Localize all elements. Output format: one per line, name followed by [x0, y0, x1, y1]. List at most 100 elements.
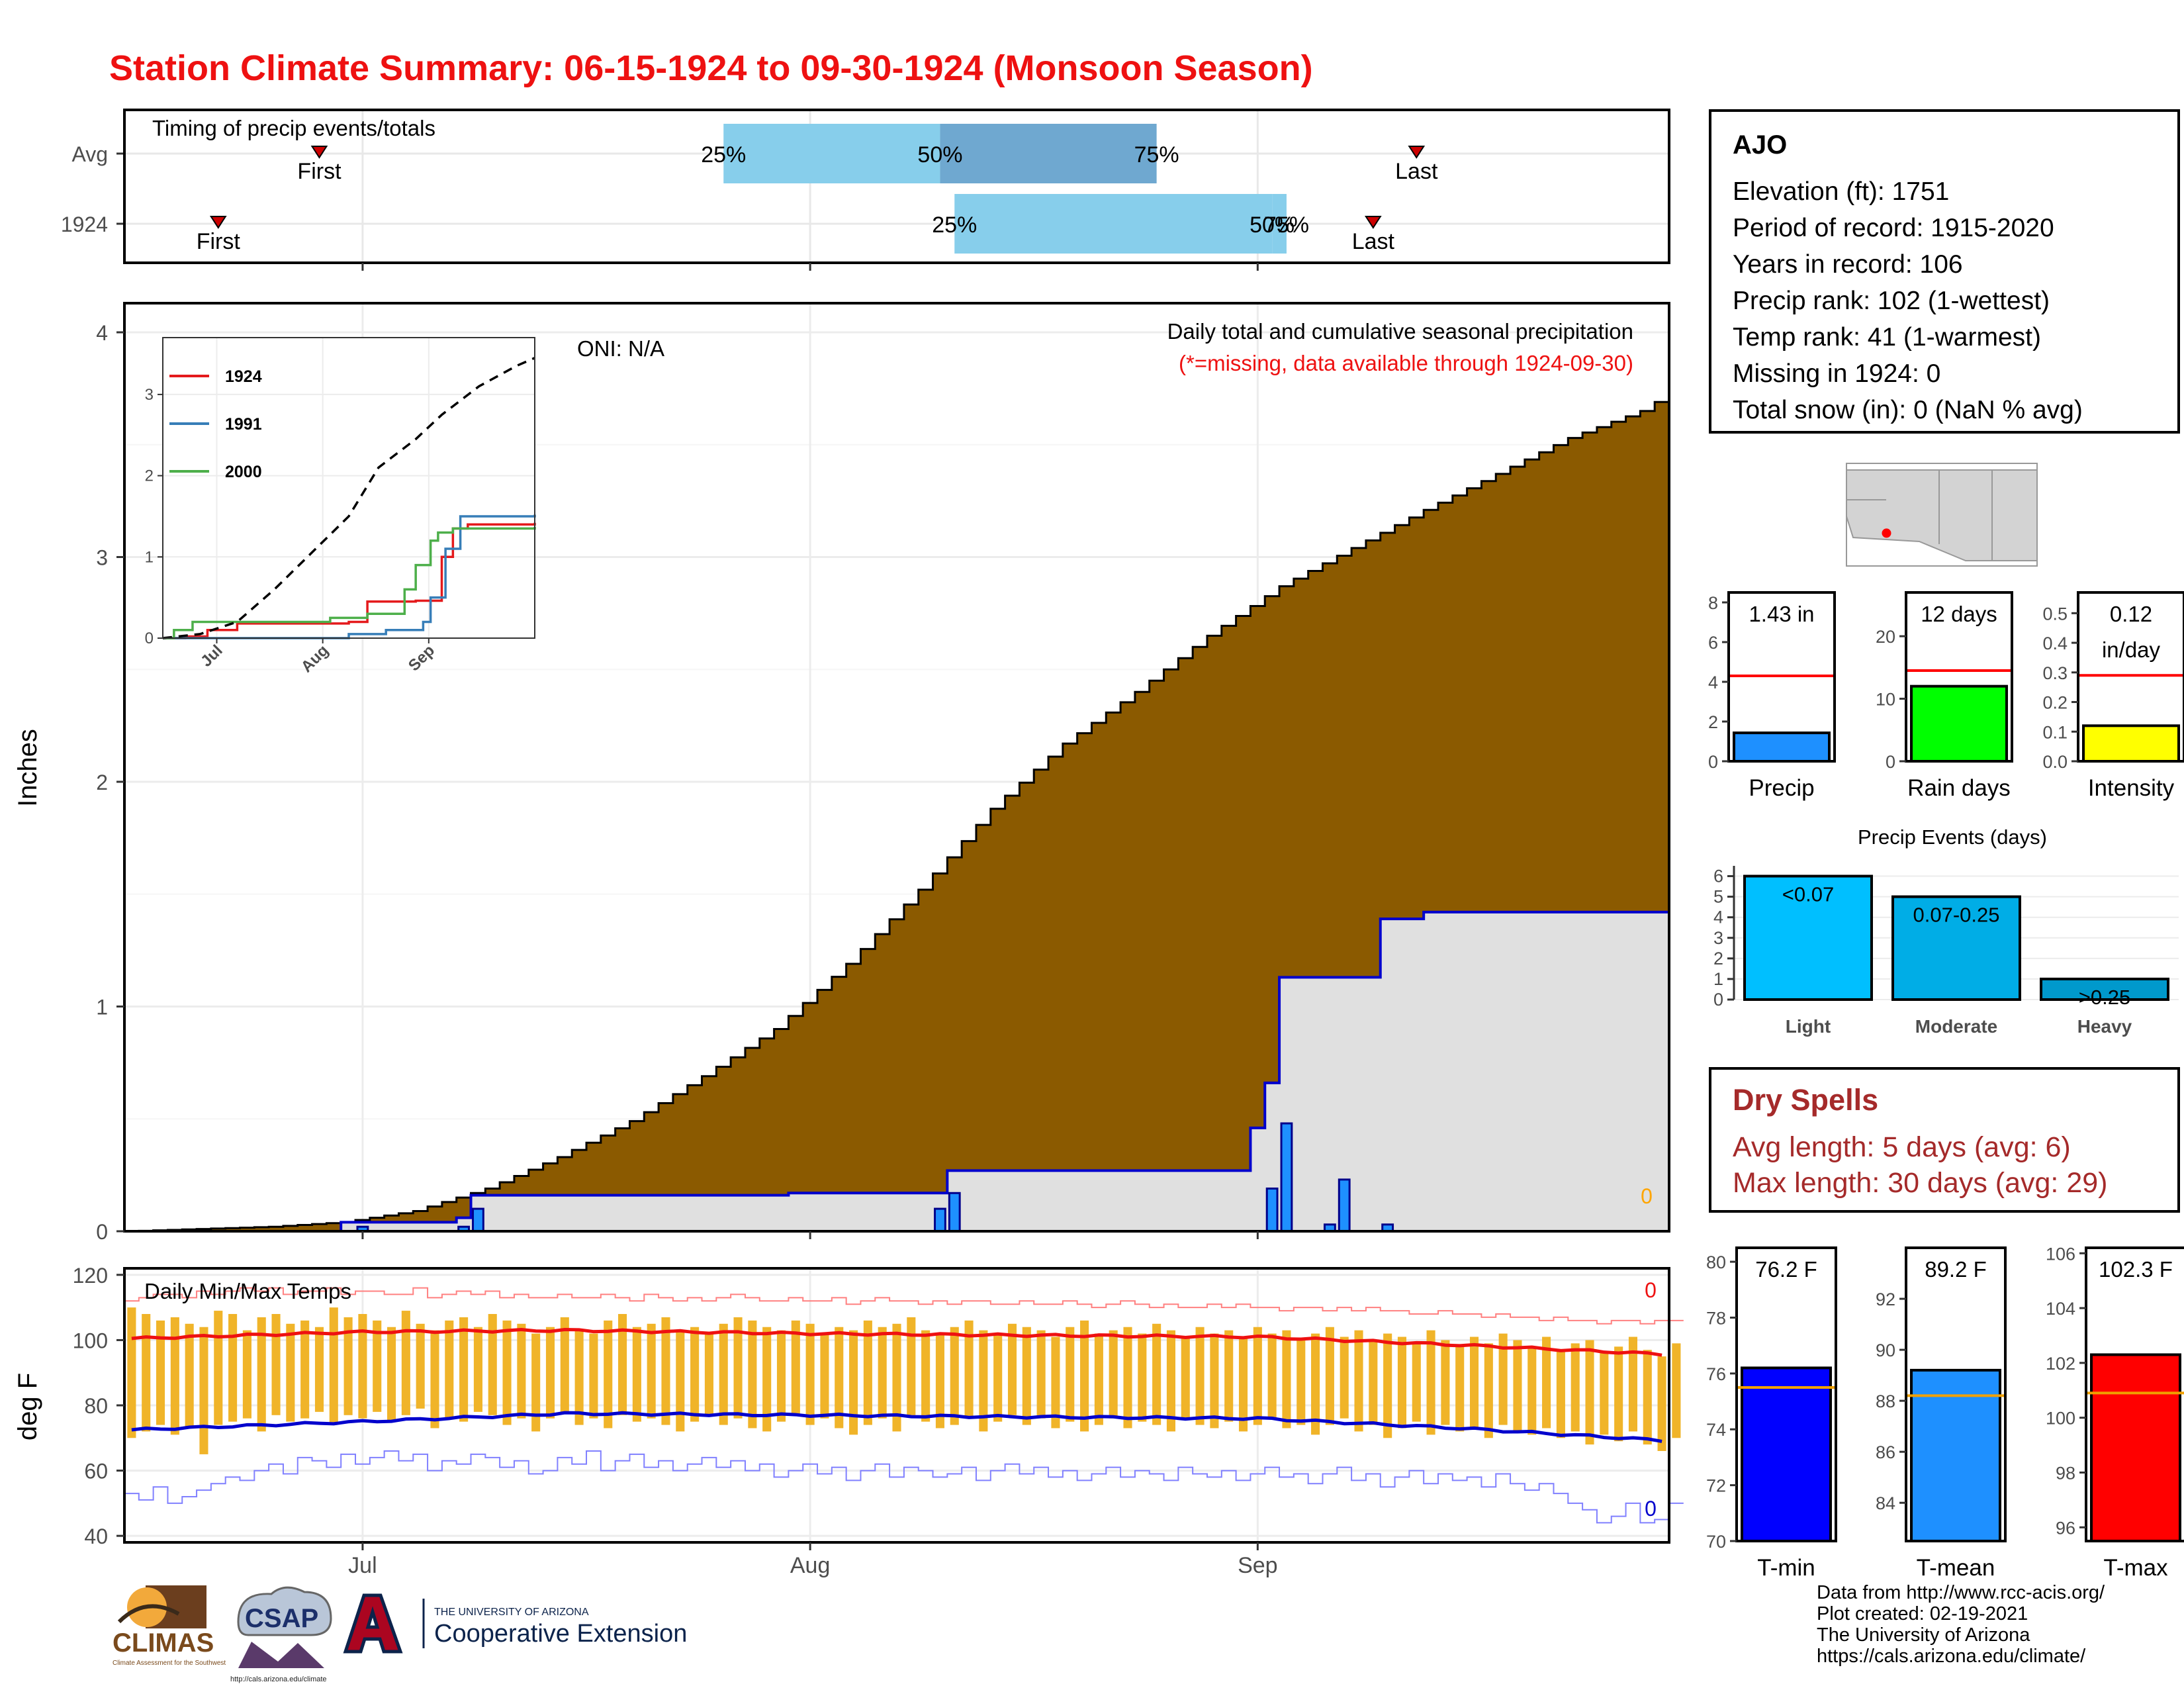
station-line: Elevation (ft): 1751: [1733, 177, 1950, 206]
temp-range-bar: [1152, 1323, 1161, 1425]
temp-range-bar: [1311, 1333, 1320, 1435]
temp-x-tick-label: Sep: [1238, 1553, 1278, 1578]
temp-range-bar: [531, 1333, 541, 1432]
temp-range-bar: [185, 1323, 194, 1429]
inset-legend-label: 1924: [225, 367, 262, 386]
temp-range-bar: [921, 1330, 931, 1422]
precip-stat-panel-bg: [1729, 592, 1835, 761]
precip-stat-y-tick-label: 0.3: [2042, 663, 2068, 683]
temp-range-bar: [1325, 1327, 1334, 1425]
temp-range-bar: [849, 1330, 858, 1435]
temp-range-bar: [170, 1317, 179, 1435]
events-y-tick-label: 0: [1713, 990, 1723, 1009]
temp-range-bar: [1672, 1343, 1681, 1438]
temp-y-axis-label: deg F: [13, 1373, 42, 1440]
precip-stat-y-tick-label: 0.4: [2042, 633, 2068, 653]
temp-range-bar: [1628, 1336, 1638, 1432]
year-cumulative-area: [124, 912, 1669, 1231]
daily-precip-bar: [1280, 1122, 1293, 1233]
inset-x-tick-label: Sep: [405, 641, 438, 675]
temp-range-bar: [632, 1327, 641, 1422]
events-bar-label: 0.07-0.25: [1913, 904, 2000, 927]
temp-range-bar: [935, 1333, 944, 1429]
temp-range-bar: [604, 1320, 613, 1429]
climas-tagline: Climate Assessment for the Southwest: [113, 1660, 226, 1667]
temp-range-bar: [1542, 1336, 1551, 1429]
temp-range-bar: [647, 1323, 656, 1419]
temp-range-bar: [343, 1317, 353, 1415]
daily-precip-bar: [934, 1207, 946, 1233]
temp-range-bar: [1210, 1333, 1219, 1429]
precip-title: Daily total and cumulative seasonal prec…: [1167, 319, 1633, 344]
station-name: AJO: [1733, 130, 1788, 160]
precip-stat-bar: [1910, 684, 2008, 763]
daily-precip-bar: [1338, 1178, 1351, 1233]
credit-line: Plot created: 02-19-2021: [1817, 1603, 2028, 1624]
temp-range-bar: [979, 1330, 988, 1432]
timing-first-label: First: [197, 229, 241, 254]
temp-range-bar: [1600, 1353, 1609, 1435]
temp-range-bar: [1253, 1327, 1262, 1425]
temp-range-bar: [1051, 1336, 1060, 1429]
temp-range-bar: [1643, 1350, 1652, 1445]
temp-range-bar: [1513, 1340, 1522, 1432]
inset-x-tick-label: Aug: [298, 641, 332, 676]
ua-small-text: THE UNIVERSITY OF ARIZONA: [434, 1607, 589, 1618]
events-y-tick-label: 3: [1713, 928, 1723, 948]
daily-precip-bar: [356, 1225, 369, 1233]
temp-range-bar: [661, 1317, 670, 1425]
temp-stat-panel-bg: [1906, 1248, 2005, 1541]
page-title: Station Climate Summary: 06-15-1924 to 0…: [109, 48, 1313, 88]
temp-range-bar: [907, 1317, 916, 1415]
avg-tmin-line: [131, 1411, 1662, 1443]
temp-stat-y-tick-label: 74: [1706, 1420, 1726, 1440]
temp-range-bar: [574, 1330, 584, 1425]
precip-y-tick-label: 4: [96, 321, 108, 345]
events-category-label: Light: [1786, 1016, 1831, 1037]
precip-stat-bar: [2082, 724, 2180, 763]
year-cumulative-line: [124, 910, 1669, 1233]
timing-pct25-label: 25%: [932, 212, 977, 238]
temp-y-tick-label: 40: [84, 1524, 108, 1548]
timing-last-marker: [1364, 216, 1382, 229]
events-category-label: Heavy: [2077, 1016, 2132, 1037]
temp-range-bar: [1556, 1350, 1565, 1438]
timing-last-label: Last: [1395, 159, 1438, 184]
precip-stat-y-tick-label: 10: [1876, 690, 1895, 710]
events-y-tick-label: 4: [1713, 908, 1723, 927]
inset-border: [162, 337, 535, 639]
timing-pct50-label: 50%: [917, 142, 962, 167]
credit-line: The University of Arizona: [1817, 1624, 2030, 1646]
timing-first-marker: [209, 216, 227, 229]
temp-stat-panel-bg: [1737, 1248, 1836, 1541]
timing-row-label: 1924: [61, 212, 108, 236]
precip-y-tick-label: 2: [96, 771, 108, 794]
temp-range-bar: [676, 1330, 685, 1432]
inset-legend-label: 2000: [225, 463, 262, 481]
temp-range-bar: [1036, 1330, 1046, 1419]
precip-stat-y-tick-label: 6: [1708, 633, 1718, 653]
temp-range-bar: [1267, 1333, 1277, 1419]
temp-range-bar: [1224, 1330, 1234, 1422]
temp-stat-bar: [2090, 1353, 2181, 1542]
events-y-tick-label: 2: [1713, 949, 1723, 968]
precip-y-axis-label: Inches: [13, 729, 42, 807]
inset-series-line: [163, 526, 536, 639]
map-region: [1846, 469, 2038, 561]
temp-stat-value-label: 76.2 F: [1755, 1257, 1817, 1282]
timing-row-label: Avg: [71, 142, 108, 166]
temp-stat-y-tick-label: 98: [2056, 1463, 2075, 1483]
station-line: Years in record: 106: [1733, 250, 1963, 279]
temp-range-bar: [445, 1320, 454, 1419]
temp-stat-bar: [1741, 1366, 1832, 1542]
temp-range-bar: [488, 1314, 497, 1415]
temp-range-bar: [373, 1320, 382, 1412]
temp-missing-tmax: 0: [1645, 1278, 1657, 1302]
temp-stat-y-tick-label: 102: [2046, 1354, 2075, 1374]
dry-spells-title: Dry Spells: [1733, 1083, 1879, 1117]
precip-stat-value-label: 12 days: [1921, 602, 1997, 626]
temp-stat-value-label: 89.2 F: [1925, 1257, 1987, 1282]
temp-stat-y-tick-label: 86: [1876, 1442, 1895, 1462]
temp-range-bar: [1412, 1343, 1421, 1422]
